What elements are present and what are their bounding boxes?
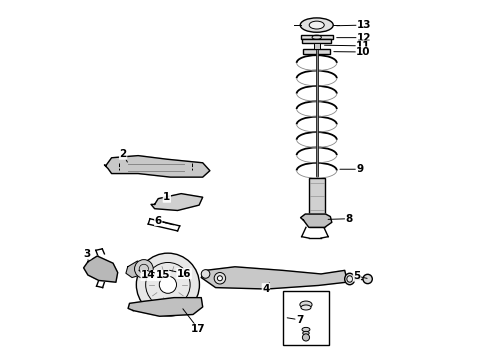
Circle shape <box>218 276 222 281</box>
Polygon shape <box>128 298 203 316</box>
Bar <box>303 49 330 54</box>
Text: 10: 10 <box>334 47 370 57</box>
Text: 12: 12 <box>337 33 371 42</box>
Circle shape <box>363 274 372 284</box>
Circle shape <box>135 260 153 278</box>
Circle shape <box>159 276 176 293</box>
Text: 8: 8 <box>328 214 353 224</box>
Text: 1: 1 <box>163 192 171 202</box>
Text: 17: 17 <box>183 309 206 334</box>
Bar <box>314 43 319 49</box>
Text: 14: 14 <box>139 270 156 280</box>
Bar <box>309 178 324 227</box>
Polygon shape <box>126 261 142 278</box>
Ellipse shape <box>347 276 353 282</box>
Text: 13: 13 <box>337 20 371 30</box>
Ellipse shape <box>344 273 355 285</box>
Ellipse shape <box>309 21 324 29</box>
Polygon shape <box>201 267 350 289</box>
Polygon shape <box>300 214 332 227</box>
Bar <box>300 35 333 40</box>
Text: 11: 11 <box>324 41 370 51</box>
Circle shape <box>201 270 210 278</box>
Bar <box>302 40 331 43</box>
Text: 4: 4 <box>262 283 270 294</box>
Circle shape <box>214 273 225 284</box>
Ellipse shape <box>303 331 309 335</box>
Circle shape <box>136 253 199 316</box>
Ellipse shape <box>300 18 333 32</box>
Ellipse shape <box>301 305 311 310</box>
Polygon shape <box>84 256 118 282</box>
Ellipse shape <box>300 301 312 308</box>
Polygon shape <box>151 194 203 211</box>
Text: 5: 5 <box>353 271 367 281</box>
Text: 7: 7 <box>287 315 303 325</box>
Text: 2: 2 <box>120 149 127 162</box>
Text: 6: 6 <box>155 216 169 225</box>
Text: 9: 9 <box>340 164 363 174</box>
Text: 16: 16 <box>170 269 192 279</box>
Text: 15: 15 <box>147 270 170 280</box>
Bar <box>283 291 329 345</box>
Ellipse shape <box>302 327 310 332</box>
Circle shape <box>302 334 310 341</box>
Polygon shape <box>104 156 210 177</box>
Text: 3: 3 <box>84 249 91 262</box>
